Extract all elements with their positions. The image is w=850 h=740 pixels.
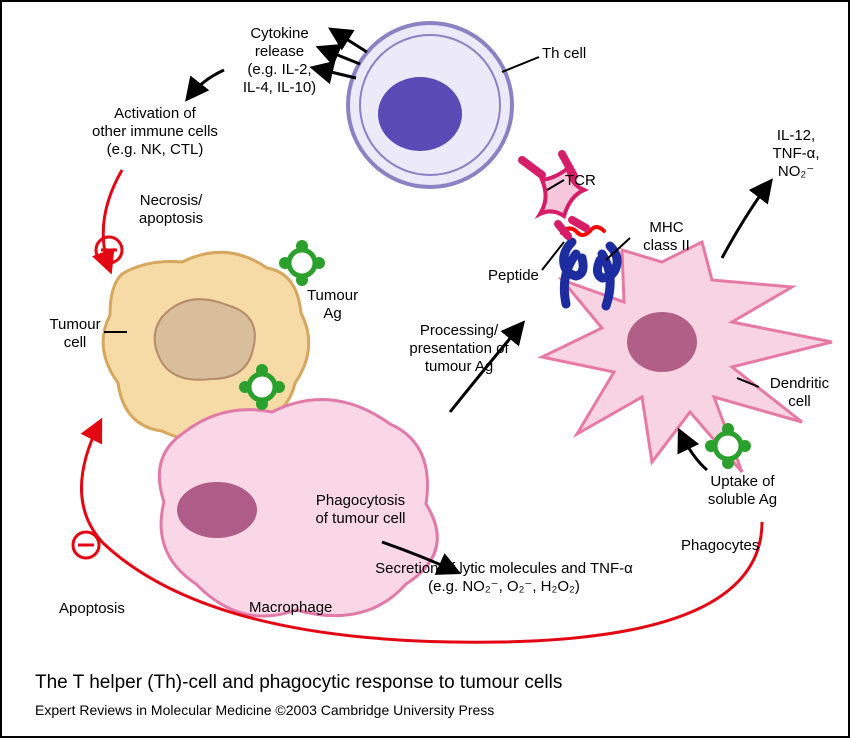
arrow-cytokine-1: [332, 30, 367, 52]
activation-label: Activation ofother immune cells(e.g. NK,…: [80, 105, 230, 159]
arrow-uptake: [680, 432, 707, 470]
il12-label: IL-12,TNF-α,NO₂⁻: [761, 127, 831, 181]
necrosis-label: Necrosis/apoptosis: [126, 192, 216, 228]
secretion-label: Secretion of lytic molecules and TNF-α(e…: [339, 560, 669, 596]
phagocytosis-label: Phagocytosisof tumour cell: [303, 492, 418, 528]
cytokine-release-label: Cytokinerelease(e.g. IL-2,IL-4, IL-10): [232, 25, 327, 97]
peptide-label: Peptide: [488, 267, 539, 285]
arrow-il12: [722, 182, 770, 258]
tcr-label: TCR: [565, 172, 596, 190]
phagocytes-label: Phagocytes: [681, 537, 759, 555]
uptake-label: Uptake ofsoluble Ag: [700, 473, 785, 509]
processing-label: Processing/presentation oftumour Ag: [399, 322, 519, 376]
figure-title: The T helper (Th)-cell and phagocytic re…: [35, 672, 562, 694]
th-cell-label: Th cell: [542, 45, 586, 63]
dendritic-cell: [542, 242, 832, 472]
ptr-thcell: [502, 57, 539, 72]
dendritic-label: Dendriticcell: [762, 375, 837, 411]
diagram-frame: Cytokinerelease(e.g. IL-2,IL-4, IL-10) A…: [0, 0, 850, 738]
tcr: [522, 154, 586, 236]
mhc-label: MHCclass II: [634, 219, 699, 255]
apoptosis-label: Apoptosis: [59, 600, 125, 618]
figure-credit: Expert Reviews in Molecular Medicine ©20…: [35, 702, 494, 718]
minus-necrosis: [96, 237, 122, 263]
tumour-ag-label: TumourAg: [300, 287, 365, 323]
arrow-necrosis: [103, 170, 122, 270]
tumour-cell-label: Tumourcell: [45, 316, 105, 352]
minus-apoptosis: [73, 532, 99, 558]
th-cell: [348, 23, 512, 187]
arrow-to-activation: [188, 70, 224, 98]
macrophage-label: Macrophage: [249, 599, 332, 617]
